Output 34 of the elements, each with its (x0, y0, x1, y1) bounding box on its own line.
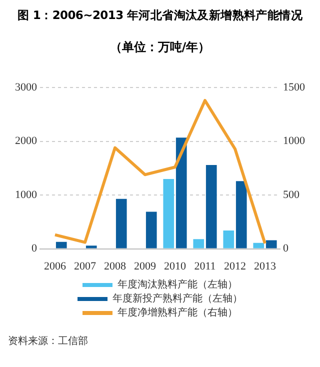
y2-tick-label: 0 (283, 242, 289, 255)
y-tick-label: 0 (32, 242, 38, 255)
text: 资料来源：工信部 (8, 334, 89, 348)
legend-label: 年度净增熟料产能（右轴） (118, 306, 238, 319)
y-tick-label: 3000 (15, 81, 38, 94)
chart-title: 图 1：2006~2013 年河北省淘汰及新增熟料产能情况 (16, 8, 304, 23)
bar (253, 242, 264, 248)
bar (86, 246, 97, 248)
bar (116, 198, 127, 248)
bar (193, 239, 204, 248)
bar (163, 178, 174, 248)
bar (176, 138, 187, 248)
bar (146, 212, 157, 248)
y-tick-label: 2000 (15, 135, 38, 148)
y2-tick-label: 500 (283, 188, 300, 201)
x-tick-label: 2006 (44, 260, 66, 272)
bar (206, 164, 217, 248)
bar (266, 240, 277, 248)
legend-label: 年度新投产熟料产能（左轴） (112, 292, 242, 305)
x-tick-label: 2010 (164, 260, 186, 272)
x-tick-label: 2013 (254, 260, 276, 272)
y2-tick-label: 1500 (283, 81, 306, 94)
x-tick-label: 2007 (74, 260, 96, 272)
x-tick-label: 2008 (104, 260, 126, 272)
y-tick-label: 1000 (15, 188, 38, 201)
x-tick-label: 2011 (194, 260, 216, 272)
chart-subtitle: （单位：万吨/年） (108, 39, 212, 56)
bar (223, 230, 234, 248)
bar (236, 181, 247, 248)
y2-tick-label: 1000 (283, 135, 306, 148)
x-tick-label: 2012 (224, 260, 246, 272)
x-tick-label: 2009 (134, 260, 156, 272)
bar (56, 242, 67, 248)
legend-label: 年度淘汰熟料产能（左轴） (118, 278, 238, 291)
